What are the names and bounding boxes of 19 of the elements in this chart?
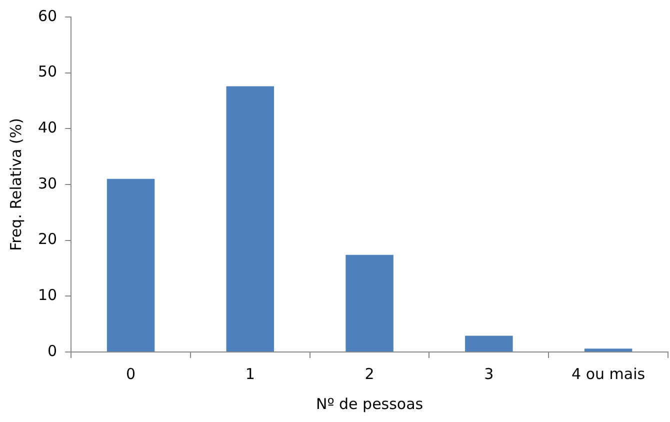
bar bbox=[465, 336, 513, 352]
bar bbox=[346, 254, 394, 352]
bar bbox=[106, 178, 155, 352]
y-tick-label: 40 bbox=[38, 118, 58, 137]
x-tick-label: 4 ou mais bbox=[572, 364, 646, 383]
x-axis-title: Nº de pessoas bbox=[316, 394, 424, 413]
y-axis-title: Freq. Relativa (%) bbox=[6, 118, 25, 251]
y-tick-label: 0 bbox=[48, 342, 58, 360]
y-tick-label: 10 bbox=[38, 286, 58, 304]
x-tick-label: 0 bbox=[126, 364, 136, 383]
y-tick-label: 30 bbox=[38, 174, 58, 192]
x-tick-label: 3 bbox=[484, 364, 494, 383]
bar bbox=[584, 348, 632, 352]
y-tick-label: 50 bbox=[38, 62, 58, 81]
y-tick-label: 20 bbox=[38, 230, 58, 248]
x-tick-label: 2 bbox=[364, 364, 374, 383]
bar bbox=[226, 86, 274, 352]
x-tick-label: 1 bbox=[245, 364, 255, 383]
y-tick-label: 60 bbox=[38, 6, 58, 25]
